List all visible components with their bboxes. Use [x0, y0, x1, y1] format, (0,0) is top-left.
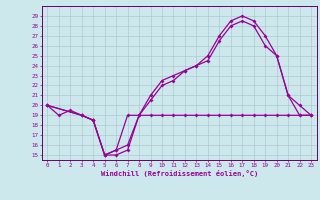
- X-axis label: Windchill (Refroidissement éolien,°C): Windchill (Refroidissement éolien,°C): [100, 170, 258, 177]
